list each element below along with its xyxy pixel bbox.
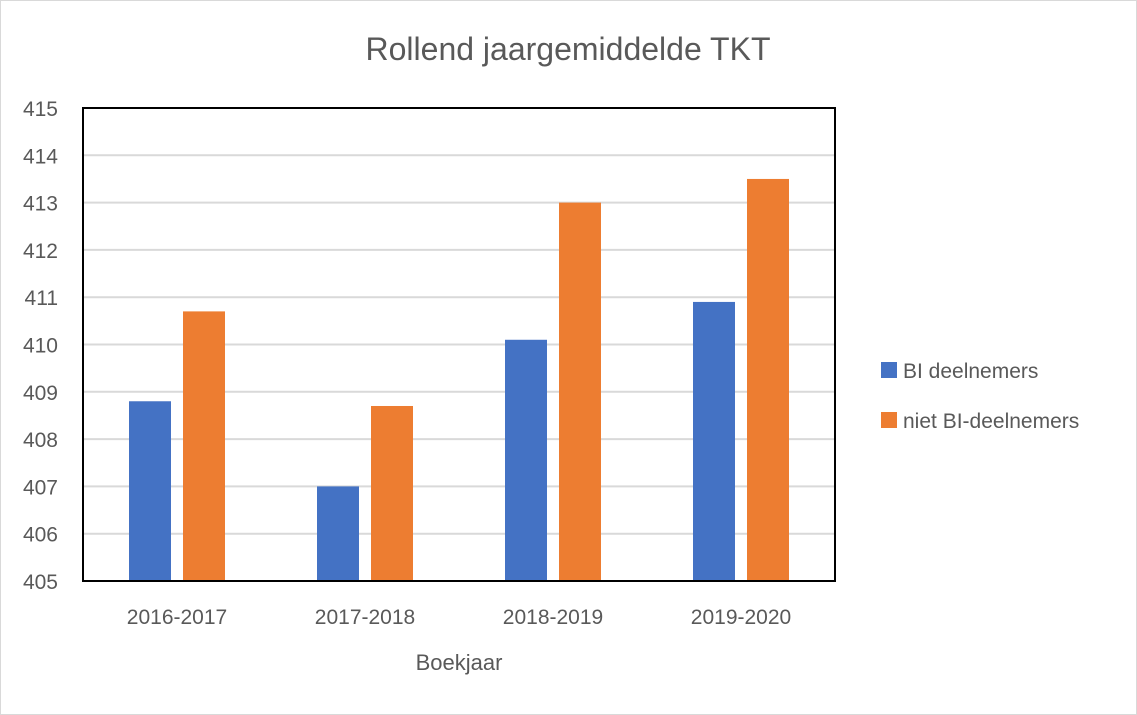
y-tick-label: 410	[23, 335, 58, 358]
y-tick-label: 408	[23, 429, 58, 452]
x-tick-label: 2018-2019	[503, 606, 603, 629]
chart-title: Rollend jaargemiddelde TKT	[366, 31, 771, 67]
x-axis-title: Boekjaar	[416, 650, 503, 675]
bars	[129, 178, 789, 581]
bar-niet-bi-2016-2017	[183, 311, 225, 581]
x-tick-label: 2017-2018	[315, 606, 415, 629]
y-tick-label: 411	[25, 287, 58, 310]
bar-bi-2017-2018	[317, 486, 359, 581]
x-axis-ticks: 2016-2017 2017-2018 2018-2019 2019-2020	[127, 606, 791, 629]
legend-swatch	[881, 362, 897, 378]
bar-niet-bi-2018-2019	[559, 202, 601, 581]
y-axis-ticks: 405 406 407 408 409 410 411 412 413 414 415	[23, 98, 58, 594]
legend: BI deelnemers niet BI-deelnemers	[881, 360, 1079, 433]
y-tick-label: 407	[23, 476, 58, 499]
legend-label: niet BI-deelnemers	[903, 410, 1079, 433]
y-tick-label: 414	[23, 145, 58, 168]
plot-area-border	[82, 107, 836, 582]
y-tick-label: 406	[23, 524, 58, 547]
bar-bi-2018-2019	[505, 339, 547, 581]
y-tick-label: 405	[23, 571, 58, 594]
bar-bi-2019-2020	[693, 301, 735, 581]
y-tick-label: 415	[23, 98, 58, 121]
x-tick-label: 2016-2017	[127, 606, 227, 629]
bar-bi-2016-2017	[129, 401, 171, 581]
legend-label: BI deelnemers	[903, 360, 1038, 383]
y-tick-label: 412	[23, 240, 58, 263]
x-tick-label: 2019-2020	[691, 606, 791, 629]
bar-niet-bi-2019-2020	[747, 178, 789, 581]
legend-swatch	[881, 412, 897, 428]
y-tick-label: 409	[23, 382, 58, 405]
bar-niet-bi-2017-2018	[371, 405, 413, 581]
y-tick-label: 413	[23, 193, 58, 216]
